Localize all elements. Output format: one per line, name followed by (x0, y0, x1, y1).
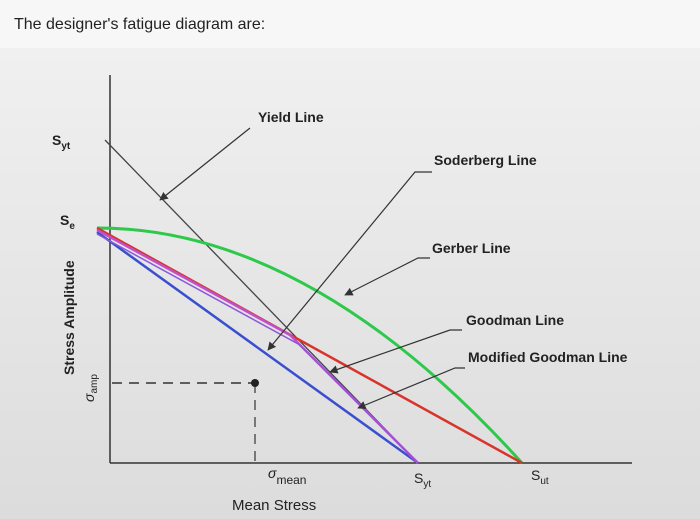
subscript: yt (423, 479, 431, 490)
symbol: σ (81, 393, 97, 402)
modified-goodman-line (96, 233, 419, 464)
symbol: S (414, 470, 423, 486)
operating-point (251, 379, 259, 387)
syt-y-label: Syt (52, 132, 71, 152)
soderberg-label: Soderberg Line (434, 152, 537, 168)
syt-x-label: Syt (414, 470, 431, 490)
goodman-label: Goodman Line (466, 312, 564, 328)
x-axis-title: Mean Stress (232, 497, 316, 514)
gerber-label: Gerber Line (432, 240, 511, 256)
subscript: amp (89, 374, 100, 394)
gerber-curve (96, 226, 524, 465)
y-axis-title: Stress Amplitude (61, 260, 77, 375)
modified-goodman-label: Modified Goodman Line (468, 349, 628, 365)
subscript: ut (540, 476, 549, 487)
amp-label: σamp (81, 374, 100, 402)
subscript: mean (276, 473, 306, 487)
title: The designer's fatigue diagram are: (14, 16, 265, 33)
leader (357, 367, 465, 410)
subscript: e (69, 221, 75, 232)
subscript: yt (61, 141, 71, 152)
symbol: S (60, 212, 69, 228)
symbol: σ (268, 465, 277, 481)
yield-label: Yield Line (258, 109, 324, 125)
leader (267, 171, 432, 351)
mean-label: σmean (268, 465, 306, 487)
leader (344, 257, 430, 296)
symbol: S (531, 467, 540, 483)
leader (329, 329, 462, 374)
se-label: Se (60, 212, 75, 232)
symbol: S (52, 132, 61, 148)
soderberg-line (96, 230, 419, 465)
title-bar (0, 0, 700, 48)
sut-label: Sut (531, 467, 549, 487)
leader (159, 127, 251, 201)
